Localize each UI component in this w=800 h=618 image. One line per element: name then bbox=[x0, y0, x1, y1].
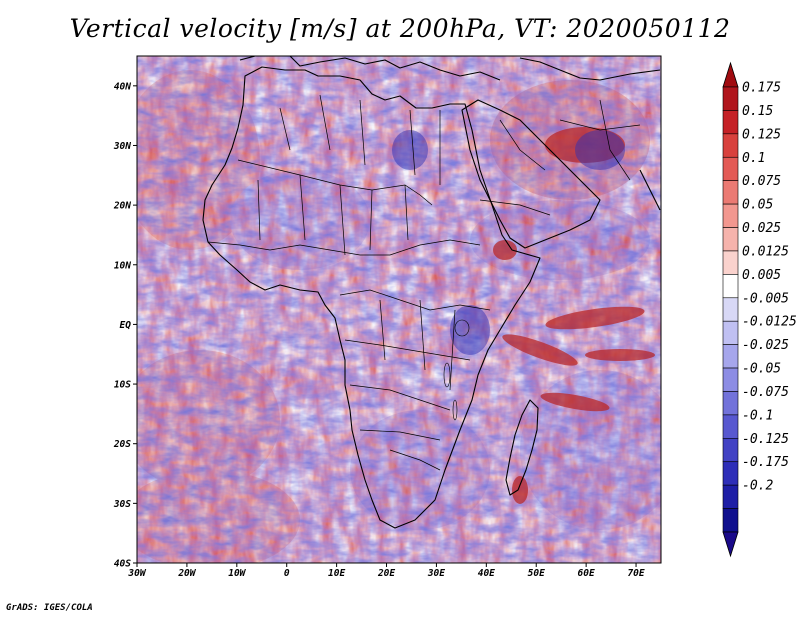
map-frame bbox=[136, 55, 662, 564]
arabia-coastline bbox=[461, 99, 601, 249]
colorbar-swatch bbox=[722, 156, 739, 181]
y-tick-label: 10S bbox=[114, 380, 131, 391]
y-tick-label: EQ bbox=[120, 320, 132, 331]
x-tick-label: 30W bbox=[127, 568, 146, 579]
x-tick-label: 10W bbox=[228, 568, 246, 579]
x-tick-label: 70E bbox=[627, 568, 644, 579]
colorbar-swatch bbox=[722, 203, 739, 228]
colorbar-label: -0.2 bbox=[742, 479, 773, 494]
y-tick-label: 30S bbox=[113, 499, 131, 510]
map-plot-area bbox=[137, 56, 661, 563]
colorbar-label: -0.05 bbox=[742, 362, 781, 377]
colorbar-swatch bbox=[722, 297, 739, 322]
colorbar-label: 0.025 bbox=[742, 221, 781, 236]
colorbar-label: -0.005 bbox=[742, 291, 789, 306]
colorbar-swatch bbox=[722, 86, 739, 111]
y-axis: 40N 30N 20N 10N EQ 10S 20S 30S 40S bbox=[113, 81, 137, 570]
map-title: Vertical velocity [m/s] at 200hPa, VT: 2… bbox=[69, 14, 731, 43]
x-axis: 30W 20W 10W 0 10E 20E 30E 40E 50E 60E 70E bbox=[127, 563, 645, 579]
colorbar-label: 0.075 bbox=[742, 174, 781, 189]
colorbar-label: -0.075 bbox=[742, 385, 789, 400]
x-tick-label: 40E bbox=[478, 568, 495, 579]
colorbar-swatch bbox=[722, 484, 739, 509]
colorbar-swatch bbox=[722, 250, 739, 275]
x-tick-label: 20E bbox=[377, 568, 395, 579]
colorbar-bottom-triangle bbox=[722, 531, 739, 558]
colorbar-label: 0.15 bbox=[742, 104, 773, 119]
colorbar-swatch bbox=[722, 344, 739, 369]
colorbar-top-triangle bbox=[722, 61, 739, 88]
colorbar-label: -0.025 bbox=[742, 338, 789, 353]
x-tick-label: 20W bbox=[177, 568, 196, 579]
coastlines bbox=[202, 56, 661, 529]
colorbar-label: -0.175 bbox=[742, 455, 789, 470]
colorbar-swatch bbox=[722, 133, 739, 158]
x-tick-label: 30E bbox=[427, 568, 445, 579]
africa-coastline bbox=[202, 66, 541, 529]
colorbar-swatch bbox=[722, 110, 739, 135]
colorbar-swatch bbox=[722, 227, 739, 252]
colorbar-swatch bbox=[722, 320, 739, 345]
colorbar: 0.175 0.15 0.125 0.1 0.075 0.05 0.025 0.0125 0.0… bbox=[722, 61, 797, 558]
colorbar-label: 0.175 bbox=[742, 81, 781, 96]
colorbar-label: 0.125 bbox=[742, 127, 781, 142]
lakes bbox=[443, 319, 470, 421]
colorbar-label: 0.0125 bbox=[742, 244, 789, 259]
colorbar-swatch bbox=[722, 367, 739, 392]
y-tick-label: 20S bbox=[113, 439, 131, 450]
colorbar-swatch bbox=[722, 274, 739, 299]
colorbar-swatch bbox=[722, 508, 739, 533]
colorbar-label: 0.1 bbox=[742, 151, 765, 166]
colorbar-swatch bbox=[722, 461, 739, 486]
y-tick-label: 10N bbox=[114, 260, 131, 271]
y-tick-label: 40N bbox=[114, 81, 131, 92]
colorbar-label: -0.125 bbox=[742, 432, 789, 447]
y-tick-label: 20N bbox=[113, 201, 131, 212]
country-borders bbox=[207, 94, 641, 471]
colorbar-swatch bbox=[722, 438, 739, 463]
india-coastline bbox=[639, 169, 661, 211]
colorbar-swatch bbox=[722, 180, 739, 205]
x-tick-label: 0 bbox=[284, 568, 290, 579]
x-tick-label: 60E bbox=[578, 568, 595, 579]
colorbar-label: 0.005 bbox=[742, 268, 781, 283]
y-tick-label: 40S bbox=[114, 559, 131, 570]
x-tick-label: 10E bbox=[328, 568, 345, 579]
colorbar-swatch bbox=[722, 414, 739, 439]
y-tick-label: 30N bbox=[113, 141, 131, 152]
colorbar-label: 0.05 bbox=[742, 198, 773, 213]
colorbar-swatch bbox=[722, 391, 739, 416]
x-tick-label: 50E bbox=[528, 568, 545, 579]
grads-credit: GrADS: IGES/COLA bbox=[6, 603, 93, 613]
colorbar-label: -0.0125 bbox=[742, 315, 797, 330]
colorbar-label: -0.1 bbox=[742, 408, 773, 423]
europe-coastline bbox=[239, 56, 661, 81]
strong-downdraft-patches bbox=[392, 130, 625, 355]
madagascar-coastline bbox=[505, 399, 539, 496]
